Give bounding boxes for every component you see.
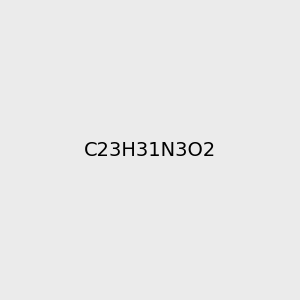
Text: C23H31N3O2: C23H31N3O2 — [84, 140, 216, 160]
